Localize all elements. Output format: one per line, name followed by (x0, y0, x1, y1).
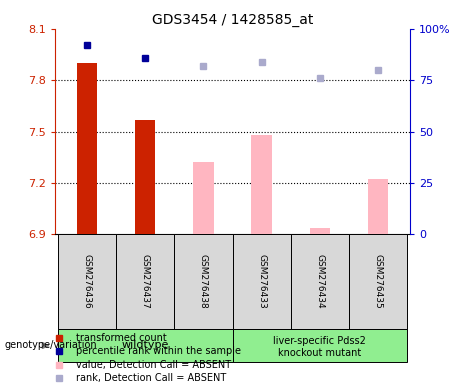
Bar (193, 162, 213, 234)
Title: GDS3454 / 1428585_at: GDS3454 / 1428585_at (152, 13, 313, 26)
Bar (310, 228, 330, 234)
Text: wildtype: wildtype (122, 341, 169, 351)
Bar (368, 179, 388, 234)
Text: GSM276438: GSM276438 (199, 254, 208, 309)
Text: GSM276436: GSM276436 (83, 254, 91, 309)
Text: transformed count: transformed count (76, 333, 166, 343)
Bar (58, 234, 116, 329)
Bar (251, 135, 272, 234)
Text: liver-specific Pdss2
knockout mutant: liver-specific Pdss2 knockout mutant (273, 336, 366, 358)
Bar (349, 234, 407, 329)
Text: GSM276435: GSM276435 (373, 254, 383, 309)
Bar (58, 329, 232, 362)
Bar (116, 234, 174, 329)
Text: GSM276433: GSM276433 (257, 254, 266, 309)
Bar (77, 63, 97, 234)
Text: GSM276434: GSM276434 (315, 254, 324, 309)
Bar (174, 234, 232, 329)
Bar (291, 234, 349, 329)
Bar (232, 234, 291, 329)
Bar (135, 119, 155, 234)
Text: rank, Detection Call = ABSENT: rank, Detection Call = ABSENT (76, 373, 226, 383)
Text: genotype/variation: genotype/variation (5, 341, 97, 351)
Text: value, Detection Call = ABSENT: value, Detection Call = ABSENT (76, 360, 231, 370)
Text: GSM276437: GSM276437 (141, 254, 150, 309)
Bar (232, 329, 407, 362)
Text: percentile rank within the sample: percentile rank within the sample (76, 346, 241, 356)
